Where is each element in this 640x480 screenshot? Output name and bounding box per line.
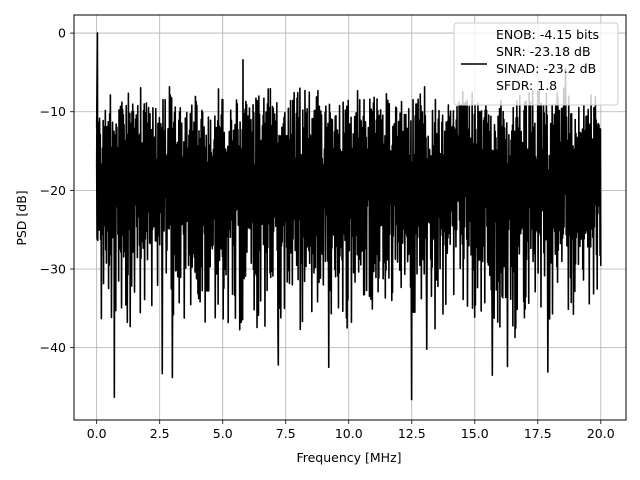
x-tick-label: 20.0 — [587, 426, 615, 441]
x-tick-label: 10.0 — [335, 426, 363, 441]
axes-spines — [73, 14, 627, 421]
x-tick-label: 12.5 — [398, 426, 426, 441]
legend-entry-text: SINAD: -23.2 dB — [496, 61, 596, 76]
y-tick-label: −40 — [40, 340, 66, 355]
legend-entry-text: SFDR: 1.8 — [496, 78, 557, 93]
y-axis-label: PSD [dB] — [14, 190, 29, 245]
x-tick-label: 2.5 — [150, 426, 170, 441]
series-layer — [95, 32, 602, 401]
legend-entry-text: SNR: -23.18 dB — [496, 44, 591, 59]
psd-series-line — [95, 32, 602, 401]
x-tick-label: 7.5 — [276, 426, 296, 441]
y-axis-ticks: 0 −10 −20 −30 −40 — [40, 26, 74, 355]
axes-frame — [73, 14, 627, 421]
legend-box — [453, 22, 619, 106]
y-tick-label: 0 — [58, 26, 66, 41]
y-tick-label: −30 — [40, 262, 66, 277]
y-tick-label: −20 — [40, 183, 66, 198]
x-tick-label: 5.0 — [213, 426, 233, 441]
y-tick-label: −10 — [40, 104, 66, 119]
x-axis-ticks: 0.0 2.5 5.0 7.5 10.0 12.5 15.0 17.5 20.0 — [87, 420, 615, 441]
legend-entry-text: ENOB: -4.15 bits — [496, 27, 599, 42]
x-tick-label: 17.5 — [524, 426, 552, 441]
legend: ENOB: -4.15 bits SNR: -23.18 dB SINAD: -23… — [453, 22, 619, 106]
x-axis-label: Frequency [MHz] — [296, 450, 401, 465]
x-tick-label: 0.0 — [87, 426, 107, 441]
x-tick-label: 15.0 — [461, 426, 489, 441]
